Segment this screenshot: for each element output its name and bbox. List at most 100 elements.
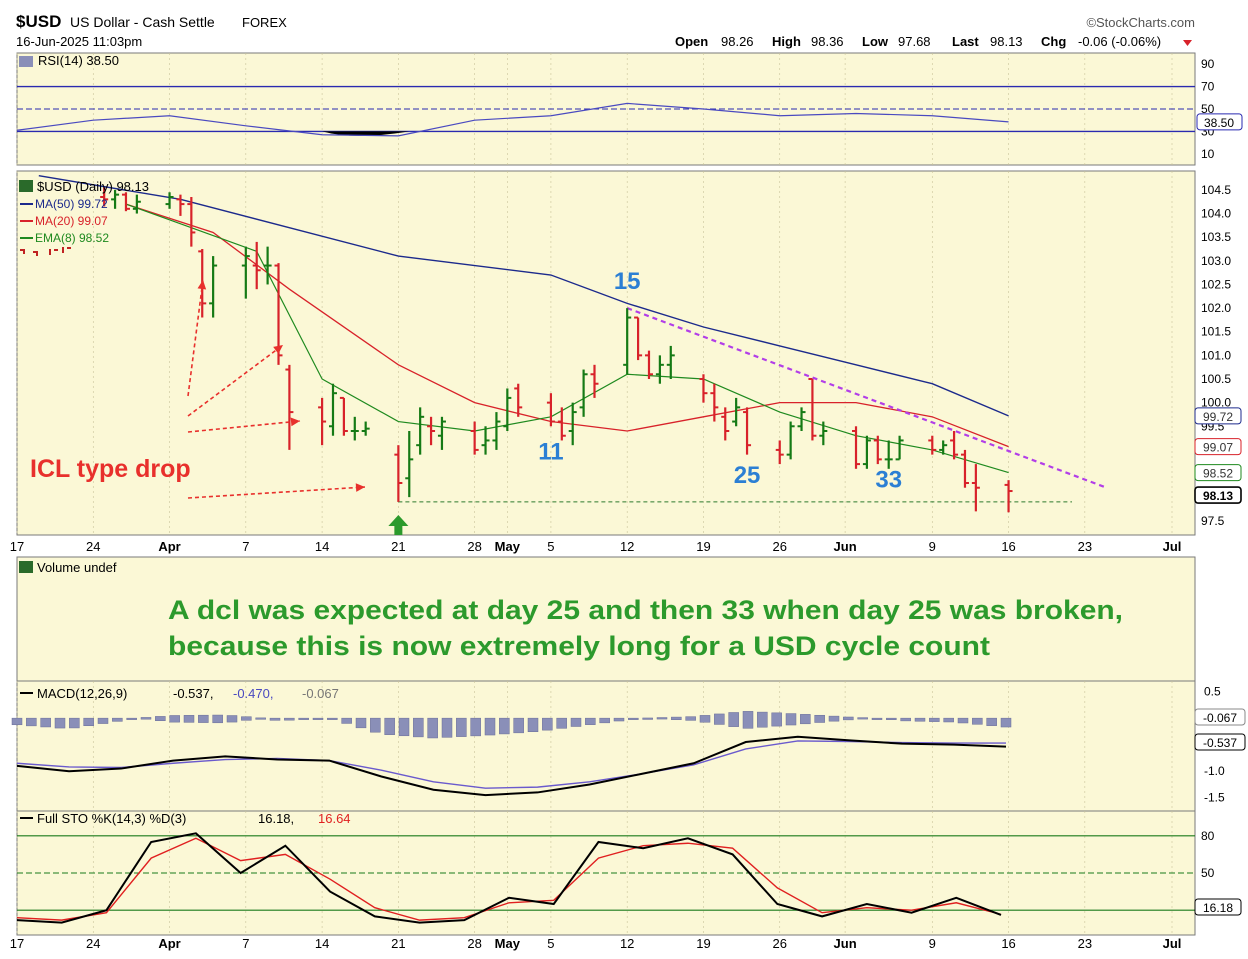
price-badge-text: 99.07 — [1203, 441, 1233, 455]
price-tick-label: 103.0 — [1201, 254, 1231, 268]
x-axis-label: 28 — [467, 539, 481, 554]
ohlc-low-label: Low — [862, 34, 889, 49]
rsi-line — [16, 102, 1009, 137]
sto-tick-label: 50 — [1201, 866, 1215, 880]
macd-histogram-bar — [857, 717, 868, 720]
arrow-head-icon — [273, 345, 283, 354]
price-badge-text: 98.13 — [1203, 489, 1233, 503]
macd-histogram-bar — [628, 717, 639, 720]
price-tick-label: 101.0 — [1201, 348, 1231, 362]
macd-histogram-bar — [155, 716, 166, 721]
legend-item: MA(50) 99.72 — [35, 197, 108, 211]
ohlc-high: 98.36 — [811, 34, 844, 49]
sto-badge — [1194, 898, 1242, 916]
macd-badge-text: -0.537 — [1203, 736, 1237, 750]
price-tick-label: 100.5 — [1201, 372, 1231, 386]
macd-histogram-bar — [513, 717, 524, 734]
instrument-name: US Dollar - Cash Settle — [70, 14, 215, 30]
macd-histogram-bar — [671, 716, 682, 720]
volume-panel — [16, 556, 1196, 682]
macd-histogram-bar — [298, 717, 309, 720]
volume-label: Volume undef — [37, 560, 117, 575]
x-axis-label: Jul — [1163, 539, 1182, 554]
down-arrow-icon — [1183, 40, 1192, 46]
macd-histogram-bar — [413, 717, 424, 738]
cycle-label: 33 — [875, 467, 902, 494]
ohlc-open-label: Open — [675, 34, 708, 49]
macd-histogram-bar — [556, 717, 567, 729]
timestamp: 16-Jun-2025 11:03pm — [16, 34, 142, 49]
x-axis-label: 9 — [929, 539, 936, 554]
green-up-arrow-icon — [388, 515, 409, 535]
macd-histogram-bar — [914, 717, 926, 722]
x-axis-label: Apr — [158, 936, 180, 951]
price-tick-label: 100.0 — [1201, 396, 1231, 410]
macd-histogram-bar — [642, 717, 653, 720]
ohlc-low: 97.68 — [898, 34, 931, 49]
rsi-legend-icon — [19, 56, 33, 67]
volume-legend-icon — [19, 561, 33, 573]
macd-histogram-bar — [800, 714, 811, 725]
macd-signal-value: -0.470, — [233, 686, 273, 701]
cycle-label: 15 — [614, 268, 641, 295]
macd-histogram-bar — [728, 712, 739, 727]
sto-k-value: 16.18, — [258, 811, 294, 826]
x-axis-label: 23 — [1078, 539, 1092, 554]
x-axis-label: Jul — [1163, 936, 1182, 951]
symbol-title: $USD — [16, 12, 61, 31]
x-axis-label: 5 — [547, 539, 554, 554]
macd-histogram-bar — [499, 717, 510, 735]
macd-histogram-bar — [757, 711, 768, 728]
macd-badge-text: -0.067 — [1203, 711, 1237, 725]
macd-histogram-bar — [1000, 717, 1012, 728]
sto-k-line — [16, 832, 1002, 924]
macd-tick-label: 0.5 — [1204, 685, 1221, 699]
price-tick-label: 104.5 — [1201, 183, 1231, 197]
x-axis-label: 12 — [620, 539, 634, 554]
ohlc-open: 98.26 — [721, 34, 754, 49]
price-badge — [1194, 464, 1242, 482]
macd-histogram-bar — [140, 717, 152, 720]
macd-histogram-bar — [470, 717, 481, 737]
annotation-arrow — [187, 344, 284, 417]
macd-histogram-bar — [685, 716, 696, 721]
macd-histogram-bar — [26, 717, 37, 727]
price-tick-label: 102.5 — [1201, 277, 1231, 291]
macd-histogram-bar — [714, 713, 725, 725]
macd-histogram-bar — [972, 717, 983, 725]
cycle-label: 11 — [538, 438, 563, 465]
rsi-tick-label: 10 — [1201, 147, 1215, 161]
macd-histogram-bar — [484, 717, 496, 736]
sto-badge-text: 16.18 — [1203, 901, 1233, 915]
macd-histogram-bar — [843, 716, 854, 721]
macd-histogram-bar — [169, 715, 180, 723]
price-label: $USD (Daily) 98.13 — [37, 179, 149, 194]
price-legend-icon — [19, 180, 33, 192]
macd-histogram-bar — [327, 717, 338, 720]
macd-histogram-bar — [943, 717, 954, 723]
annotation-arrow — [187, 420, 301, 433]
macd-histogram-bar — [255, 717, 266, 720]
macd-histogram-bar — [570, 717, 582, 727]
macd-histogram-bar — [226, 715, 238, 723]
x-axis-label: 21 — [391, 539, 405, 554]
sto-d-value: 16.64 — [318, 811, 351, 826]
macd-line — [16, 735, 1007, 797]
ohlc-chg-label: Chg — [1041, 34, 1066, 49]
macd-badge — [1194, 708, 1246, 726]
rsi-value-badge — [1196, 113, 1243, 131]
x-axis-label: 17 — [10, 539, 24, 554]
x-axis-label: Jun — [834, 539, 857, 554]
sto-tick-label: 80 — [1201, 829, 1215, 843]
x-axis-label: May — [495, 936, 521, 951]
arrow-head-icon — [290, 417, 300, 427]
x-axis-label: 7 — [242, 936, 249, 951]
macd-signal-line — [16, 740, 1006, 789]
macd-histogram-bar — [112, 717, 123, 722]
x-axis-label: 12 — [620, 936, 634, 951]
macd-value: -0.537, — [173, 686, 213, 701]
ohlc-last: 98.13 — [990, 34, 1023, 49]
macd-histogram-bar — [97, 717, 109, 724]
macd-label: MACD(12,26,9) — [37, 686, 127, 701]
macd-histogram-bar — [54, 717, 66, 729]
